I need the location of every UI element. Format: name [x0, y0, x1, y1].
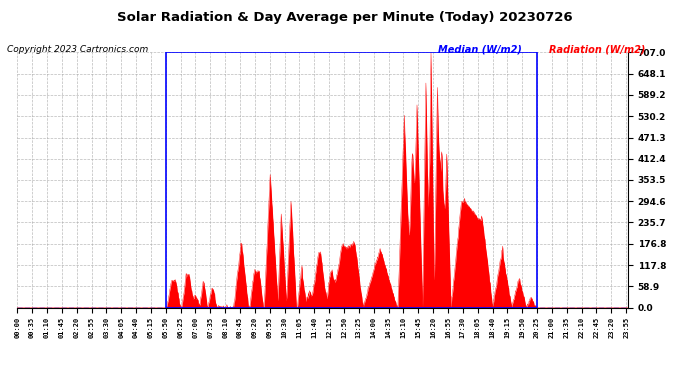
- Text: Solar Radiation & Day Average per Minute (Today) 20230726: Solar Radiation & Day Average per Minute…: [117, 11, 573, 24]
- Text: Radiation (W/m2): Radiation (W/m2): [549, 45, 645, 55]
- Text: Copyright 2023 Cartronics.com: Copyright 2023 Cartronics.com: [7, 45, 148, 54]
- Text: Median (W/m2): Median (W/m2): [438, 45, 522, 55]
- Bar: [166, 53, 537, 308]
